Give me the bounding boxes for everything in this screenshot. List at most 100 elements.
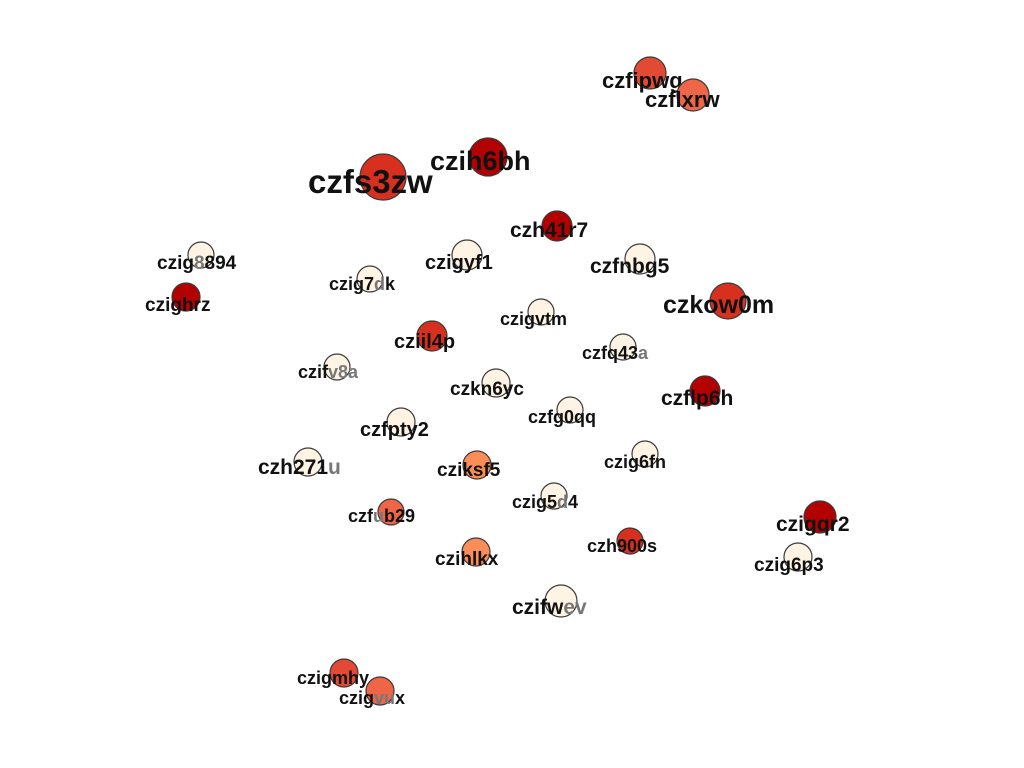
graph-node: czig5d4 [512, 483, 578, 512]
node-label-main: czkow0m [663, 291, 774, 319]
graph-node: czfub29 [348, 499, 415, 526]
node-label-faded: d [557, 492, 568, 512]
node-label-main: czigyf1 [425, 252, 493, 274]
node-label: czigvtm [500, 309, 567, 329]
node-label-main: czh271 [258, 456, 328, 479]
node-label-main: czfpty2 [360, 419, 429, 441]
node-label: czifv8a [298, 362, 359, 382]
node-label-tail: k [385, 274, 396, 294]
graph-node: czig6p3 [754, 543, 824, 576]
graph-node: czig6fn [604, 441, 666, 472]
node-label: czig8894 [157, 253, 237, 274]
node-label-main: czig7 [329, 274, 374, 294]
node-label: czig5d4 [512, 492, 578, 512]
graph-node: czh41r7 [510, 211, 588, 242]
graph-node: czig8894 [157, 242, 237, 274]
node-label: cziil4p [394, 331, 455, 353]
node-label: czihlkx [435, 549, 499, 570]
node-label-tail: 894 [205, 253, 237, 274]
graph-node: czighrz [145, 283, 210, 316]
node-label-faded: d [374, 274, 385, 294]
graph-node: czh900s [587, 528, 657, 556]
node-label: czighrz [145, 295, 210, 316]
graph-node: czihlkx [435, 538, 499, 570]
node-label: czifwev [512, 596, 587, 619]
node-label-main: czfnbg5 [590, 255, 670, 278]
graph-node: czh271u [258, 448, 341, 479]
node-label-faded: a [638, 343, 649, 363]
graph-node: czigqr2 [776, 501, 850, 536]
graph-node: czifwev [512, 585, 587, 619]
nodes-layer: czfipwgczflxrwczih6bhczfs3zwczh41r7czig8… [145, 57, 850, 708]
node-label: czih6bh [430, 146, 531, 176]
node-label-faded: u [328, 456, 341, 479]
node-label-tail: x [395, 688, 405, 708]
node-label: czflxrw [645, 87, 720, 112]
node-label: czkow0m [663, 291, 774, 319]
node-label-main: czflp6h [661, 387, 733, 410]
node-label: czig6fn [604, 452, 666, 472]
graph-node: czih6bh [430, 138, 531, 176]
node-label-faded: u [373, 506, 384, 526]
node-label-main: czifw [512, 596, 564, 619]
node-label: czfs3zw [308, 163, 433, 200]
node-label-main: cziksf5 [437, 460, 501, 481]
node-label-main: czig6fn [604, 452, 666, 472]
node-label-faded: ev [563, 596, 587, 619]
node-label-main: czig6p3 [754, 555, 824, 576]
graph-node: czkn6yc [450, 369, 524, 400]
node-label-main: czig5 [512, 492, 557, 512]
node-label: czigqr2 [776, 513, 850, 536]
node-label-main: czig [157, 253, 194, 274]
node-label: czfnbg5 [590, 255, 670, 278]
node-label-main: czfg0qq [528, 407, 596, 427]
node-label: czig7dk [329, 274, 396, 294]
node-label: czfg0qq [528, 407, 596, 427]
node-label: czflp6h [661, 387, 733, 410]
node-label: cziksf5 [437, 460, 501, 481]
node-label-main: czkn6yc [450, 379, 524, 400]
node-label-main: czigqr2 [776, 513, 850, 536]
node-label-main: cziil4p [394, 331, 455, 353]
graph-node: czfs3zw [308, 154, 433, 200]
node-label: czigyf1 [425, 252, 493, 274]
node-label: czigvux [339, 688, 405, 708]
node-label-main: czflxrw [645, 87, 720, 112]
graph-node: czfg0qq [528, 397, 596, 427]
graph-node: czigvtm [500, 299, 567, 329]
node-label-main: czif [298, 362, 329, 382]
node-label-main: czfs3zw [308, 163, 433, 200]
node-label: czh900s [587, 536, 657, 556]
node-label-faded: 8 [194, 253, 205, 274]
graph-node: czfpty2 [360, 408, 429, 441]
graph-node: czkow0m [663, 283, 774, 319]
graph-node: cziksf5 [437, 451, 501, 481]
node-label-faded: v8a [328, 362, 359, 382]
node-label: czfq43a [582, 343, 649, 363]
node-label: czig6p3 [754, 555, 824, 576]
node-label-faded: vu [374, 688, 395, 708]
node-label: czfub29 [348, 506, 415, 526]
node-label-main: czfq43 [582, 343, 638, 363]
node-label-main: czigmhy [297, 668, 369, 688]
graph-node: czifv8a [298, 354, 359, 382]
node-label-tail: b29 [384, 506, 415, 526]
node-label-main: czigvtm [500, 309, 567, 329]
node-label-main: czig [339, 688, 374, 708]
node-label-main: czihlkx [435, 549, 499, 570]
graph-node: czigyf1 [425, 240, 493, 274]
node-label-main: czh41r7 [510, 219, 588, 242]
node-label-main: czighrz [145, 295, 210, 316]
graph-node: cziil4p [394, 321, 455, 353]
node-label-main: czih6bh [430, 146, 531, 176]
graph-node: czfq43a [582, 334, 649, 363]
node-label: czkn6yc [450, 379, 524, 400]
node-label: czigmhy [297, 668, 369, 688]
node-label: czfpty2 [360, 419, 429, 441]
graph-node: czig7dk [329, 266, 396, 294]
node-label-main: czf [348, 506, 374, 526]
node-label-tail: 4 [568, 492, 578, 512]
graph-node: czflp6h [661, 376, 733, 410]
node-label: czh41r7 [510, 219, 588, 242]
